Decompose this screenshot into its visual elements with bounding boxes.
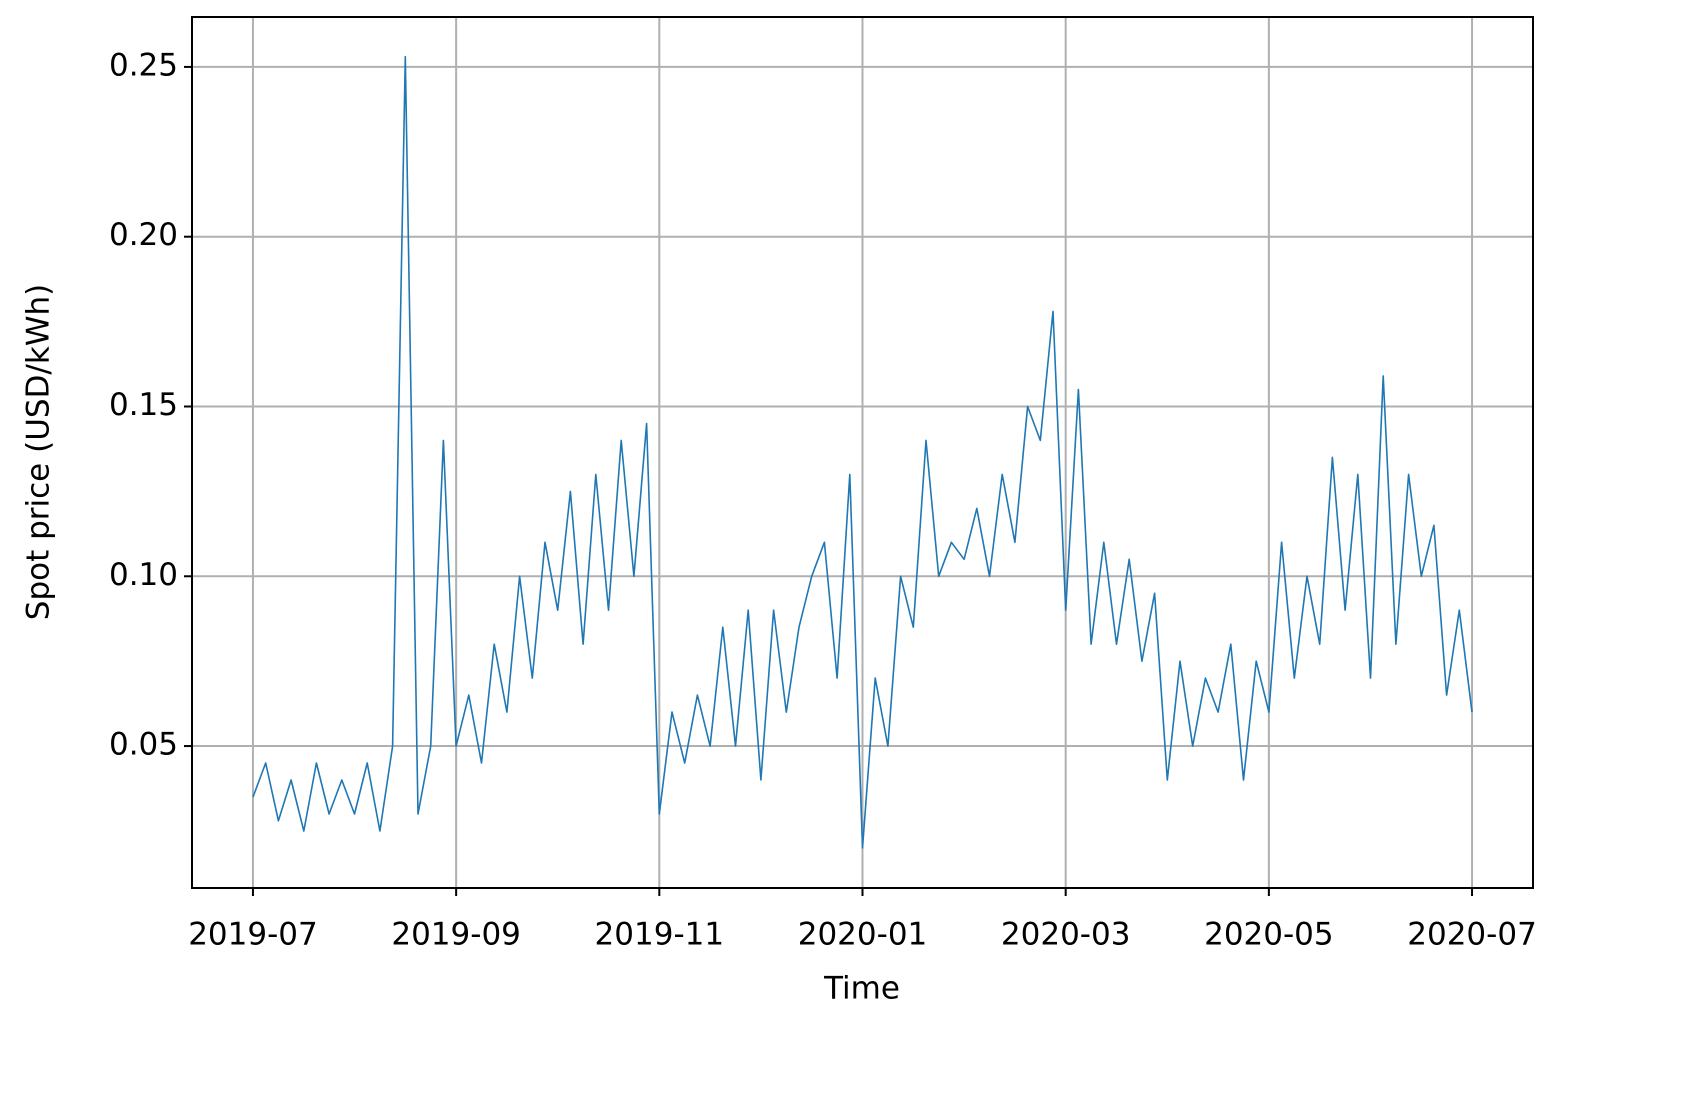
y-tick-label: 0.05 [109, 727, 178, 763]
x-tick-label: 2019-11 [595, 917, 725, 953]
x-tick-label: 2020-03 [1001, 917, 1131, 953]
x-tick-label: 2019-09 [391, 917, 521, 953]
plot-frame [191, 16, 1534, 889]
x-tick-label: 2020-05 [1204, 917, 1334, 953]
x-tick-label: 2020-01 [798, 917, 928, 953]
x-tick-label: 2019-07 [188, 917, 318, 953]
y-tick-label: 0.15 [109, 387, 178, 423]
y-tick-label: 0.20 [109, 217, 178, 253]
x-axis-label: Time [823, 971, 900, 1007]
x-tick-label: 2020-07 [1407, 917, 1537, 953]
y-tick-label: 0.25 [109, 47, 178, 83]
y-tick-label: 0.10 [109, 557, 178, 593]
price-line [252, 55, 1473, 849]
y-axis-label: Spot price (USD/kWh) [21, 284, 57, 620]
